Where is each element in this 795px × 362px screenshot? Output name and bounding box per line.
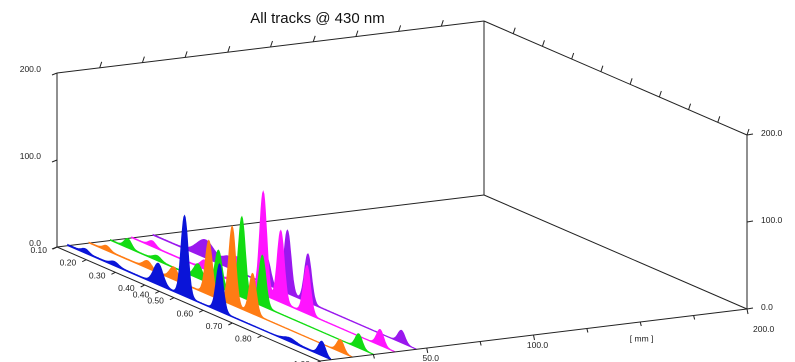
top-back-tick [355, 30, 359, 37]
track-3-trace [110, 215, 374, 356]
track-1-trace [67, 214, 332, 361]
rf-tick [155, 290, 160, 294]
left-intensity-tick [51, 72, 58, 76]
rf-tick-label: 0.30 [89, 270, 106, 280]
rf-tick [198, 309, 204, 313]
rf-tick [316, 360, 321, 362]
rf-tick-label: 0.40 [118, 283, 135, 293]
separation-minor-tick [693, 315, 696, 320]
left-intensity-tick-label: 100.0 [20, 151, 42, 161]
right-intensity-tick-label: 0.0 [761, 302, 773, 312]
separation-tick-label: 50.0 [422, 353, 439, 362]
rf-tick-label: 0.80 [235, 334, 252, 344]
separation-tick [533, 334, 535, 341]
tick-labels-layer: 0.0 100.0 200.0 0.0 100.0 200.0 0.10 0.20 0.30 0.… [20, 64, 783, 362]
separation-minor-tick [372, 354, 375, 359]
rf-tick-label: 0.50 [147, 296, 164, 306]
top-back-tick [99, 61, 103, 68]
top-right-tick [717, 116, 721, 123]
rf-tick [257, 335, 262, 339]
top-right-tick [746, 128, 750, 136]
chart-title: All tracks @ 430 nm [250, 10, 385, 27]
rf-tick [228, 322, 233, 326]
rf-tick-label: 0.20 [60, 258, 77, 268]
right-floor-edge [483, 194, 748, 310]
top-right-tick [512, 27, 516, 34]
top-back-tick [312, 35, 316, 42]
top-back-tick [141, 56, 145, 63]
separation-minor-tick [586, 328, 589, 333]
top-right-tick [688, 103, 692, 110]
left-intensity-tick-label: 0.0 [29, 238, 41, 248]
left-intensity-tick [51, 159, 58, 163]
separation-minor-tick [479, 341, 482, 346]
separation-tick [746, 308, 749, 315]
top-right-edge [483, 20, 748, 136]
top-right-tick [571, 52, 575, 60]
separation-tick-label: 100.0 [527, 340, 549, 350]
top-right-tick [658, 90, 662, 98]
rf-tick [52, 246, 58, 250]
top-back-tick [184, 51, 188, 58]
top-back-tick [398, 25, 402, 32]
right-intensity-tick-label: 200.0 [761, 128, 783, 138]
top-right-tick [600, 65, 604, 72]
rf-tick [111, 271, 116, 275]
rf-tick [140, 284, 145, 288]
separation-tick-label: 200.0 [753, 324, 775, 334]
rf-tick-label: 0.70 [206, 321, 223, 331]
right-intensity-tick [746, 220, 754, 223]
separation-minor-tick [639, 321, 642, 327]
tracks-layer [67, 190, 417, 361]
left-intensity-tick-label: 200.0 [20, 64, 42, 74]
top-back-tick [270, 40, 273, 48]
top-right-tick [541, 40, 545, 47]
rf-tick-label: 0.10 [30, 245, 47, 255]
right-intensity-tick [746, 307, 754, 310]
front-axes-layer [51, 72, 754, 362]
rf-tick [81, 259, 87, 263]
rf-tick-label: 0.60 [177, 308, 194, 318]
rf-tick [169, 297, 175, 301]
top-right-tick [629, 78, 633, 85]
rf-axis [56, 246, 321, 362]
right-intensity-tick-label: 100.0 [761, 215, 783, 225]
top-back-tick [227, 46, 231, 53]
separation-tick [426, 347, 429, 354]
rf-tick-label: 0.40 [133, 289, 150, 299]
back-floor-edge [56, 194, 485, 248]
rf-tick-label: 1.00 [293, 359, 310, 362]
right-intensity-tick [746, 133, 754, 136]
top-back-tick [440, 20, 444, 27]
separation-axis-label: [ mm ] [630, 333, 654, 343]
back-box-layer [56, 20, 750, 310]
